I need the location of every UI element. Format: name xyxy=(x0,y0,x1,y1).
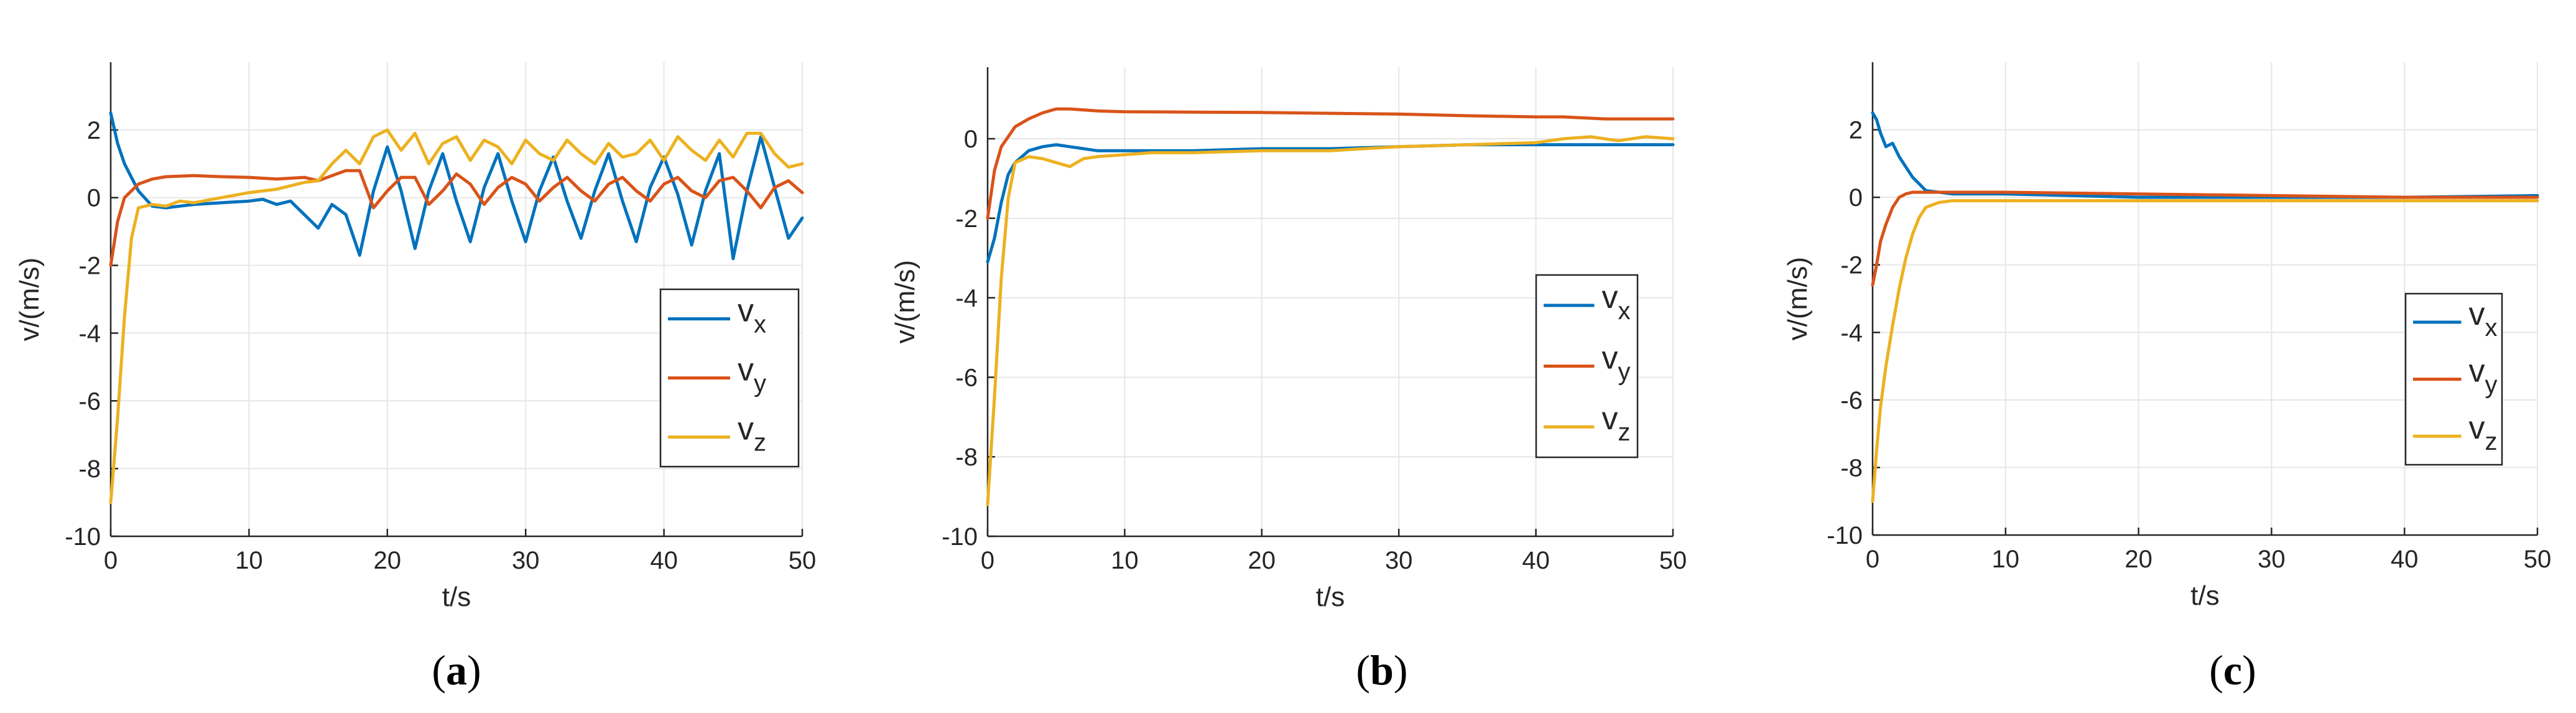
y-tick-label: -8 xyxy=(955,444,978,471)
x-tick-label: 0 xyxy=(104,547,118,574)
x-tick-label: 10 xyxy=(1111,547,1139,574)
panel-caption: (c) xyxy=(2209,646,2256,694)
y-axis-label: v/(m/s) xyxy=(1782,257,1813,340)
legend-label-subscript: y xyxy=(2485,371,2498,399)
y-tick-label: -10 xyxy=(1827,522,1863,549)
legend-label-subscript: z xyxy=(754,429,766,457)
panel-caption: (a) xyxy=(432,646,481,694)
chart-panel-a: 0 10 20 30 40 50 -10 -8 -6 -4 -2 0 2 t/s v/(m/s) vxvyvz… xyxy=(14,62,816,694)
x-tick-label: 0 xyxy=(1866,546,1879,573)
series-line-vx xyxy=(1871,111,2539,199)
legend-label-subscript: x xyxy=(1618,297,1631,325)
legend-label-subscript: z xyxy=(1618,419,1631,446)
y-axis-label: v/(m/s) xyxy=(890,260,920,343)
panel-caption: (b) xyxy=(1356,646,1407,694)
y-tick-label: 2 xyxy=(87,117,101,144)
series-line-vy xyxy=(109,169,804,268)
x-tick-label: 30 xyxy=(512,547,540,574)
y-tick-label: -10 xyxy=(942,523,978,551)
y-tick-label: -2 xyxy=(1840,252,1863,279)
x-tick-label: 30 xyxy=(1385,547,1413,574)
y-tick-label: -2 xyxy=(955,205,978,233)
x-tick-label: 30 xyxy=(2258,546,2286,573)
series-line-vz xyxy=(986,135,1675,506)
y-tick-label: -2 xyxy=(78,253,101,280)
y-tick-label: 2 xyxy=(1849,117,1863,144)
y-tick-label: -8 xyxy=(1840,454,1863,482)
y-tick-label: 0 xyxy=(87,185,101,212)
x-tick-label: 0 xyxy=(981,547,994,574)
y-tick-label: -4 xyxy=(78,320,101,347)
x-tick-label: 20 xyxy=(374,547,402,574)
x-tick-label: 40 xyxy=(650,547,678,574)
x-tick-label: 20 xyxy=(2124,546,2152,573)
x-tick-label: 20 xyxy=(1248,547,1276,574)
series-line-vz xyxy=(109,128,804,505)
y-axis-label: v/(m/s) xyxy=(14,258,45,341)
x-tick-label: 40 xyxy=(1522,547,1550,574)
x-tick-label: 40 xyxy=(2391,546,2419,573)
y-tick-label: -4 xyxy=(955,285,978,312)
x-axis-label: t/s xyxy=(442,582,471,612)
series-line-vx xyxy=(986,143,1675,264)
y-tick-label: -8 xyxy=(78,455,101,483)
y-tick-label: 0 xyxy=(1849,184,1863,212)
series-line-vy xyxy=(986,107,1675,220)
y-tick-label: -4 xyxy=(1840,319,1863,347)
y-tick-label: -6 xyxy=(1840,387,1863,414)
series-line-vy xyxy=(1871,190,2539,287)
legend-label-subscript: y xyxy=(754,370,766,398)
legend-label-subscript: x xyxy=(2485,314,2498,342)
x-tick-label: 50 xyxy=(789,547,817,574)
legend-label-subscript: y xyxy=(1618,358,1631,386)
y-tick-label: -10 xyxy=(65,523,101,551)
x-tick-label: 50 xyxy=(2524,546,2552,573)
series-line-vx xyxy=(109,111,804,261)
legend-label-subscript: z xyxy=(2485,428,2498,455)
x-axis-label: t/s xyxy=(2190,580,2219,611)
y-tick-label: 0 xyxy=(964,126,978,153)
chart-panel-c: 0 10 20 30 40 50 -10 -8 -6 -4 -2 0 2 t/s v/(m/s) vxvyvz… xyxy=(1782,62,2551,694)
y-tick-label: -6 xyxy=(78,388,101,415)
series-line-vz xyxy=(1871,199,2539,503)
x-tick-label: 50 xyxy=(1659,547,1687,574)
x-tick-label: 10 xyxy=(1992,546,2020,573)
x-tick-label: 10 xyxy=(235,547,263,574)
y-tick-label: -6 xyxy=(955,364,978,391)
x-axis-label: t/s xyxy=(1316,582,1345,612)
legend-label-subscript: x xyxy=(754,311,766,338)
